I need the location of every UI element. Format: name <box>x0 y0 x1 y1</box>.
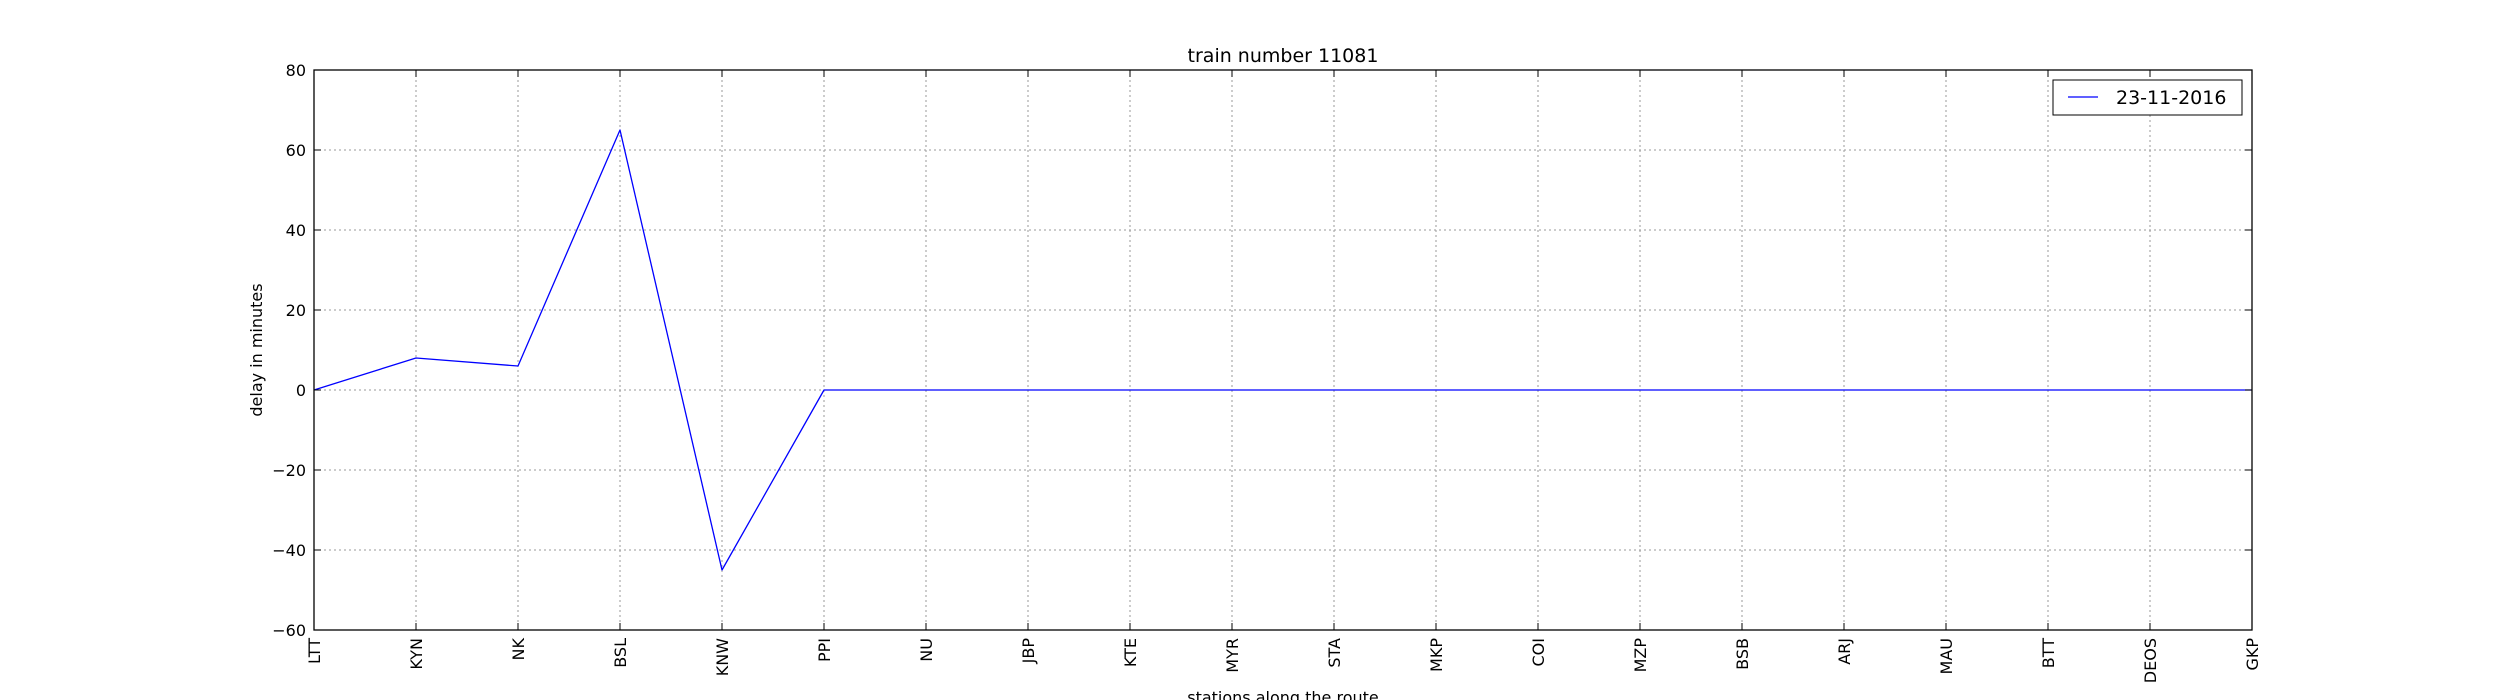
x-tick-label: BSL <box>611 638 630 668</box>
x-tick-label: DEOS <box>2141 638 2160 683</box>
y-tick-label: 40 <box>286 221 306 240</box>
x-tick-label: LTT <box>305 638 324 664</box>
x-tick-label: ARJ <box>1835 638 1854 665</box>
x-tick-label: COI <box>1529 638 1548 666</box>
x-axis-label: stations along the route <box>1187 688 1379 700</box>
x-tick-label: KTE <box>1121 638 1140 667</box>
y-axis-label: delay in minutes <box>247 283 266 416</box>
x-tick-label: MZP <box>1631 638 1650 673</box>
x-tick-label: GKP <box>2243 638 2262 671</box>
y-tick-label: −40 <box>272 541 306 560</box>
x-tick-label: MKP <box>1427 638 1446 672</box>
x-tick-label: STA <box>1325 638 1344 668</box>
y-tick-label: 80 <box>286 61 306 80</box>
series-line <box>313 129 2252 571</box>
x-tick-label: BTT <box>2039 638 2058 668</box>
legend: 23-11-2016 <box>2052 79 2243 116</box>
x-tick-label: KYN <box>407 638 426 670</box>
x-tick-label: BSB <box>1733 638 1752 670</box>
y-axis-ticks: −60 −40 −20 0 20 40 60 80 <box>272 61 2252 640</box>
series-layer <box>313 129 2252 571</box>
x-tick-label: MAU <box>1937 638 1956 674</box>
x-tick-label: NK <box>509 638 528 661</box>
x-tick-label: JBP <box>1019 638 1038 665</box>
y-tick-label: −20 <box>272 461 306 480</box>
plot-frame <box>313 69 2253 631</box>
legend-label: 23-11-2016 <box>2116 87 2226 109</box>
y-tick-label: −60 <box>272 621 306 640</box>
y-tick-label: 60 <box>286 141 306 160</box>
x-axis-ticks: LTT KYN NK BSL KNW PPI NU JBP KTE MYR STA MKP COI MZP… <box>305 70 2262 683</box>
y-tick-label: 0 <box>296 381 306 400</box>
x-tick-label: MYR <box>1223 638 1242 673</box>
y-tick-label: 20 <box>286 301 306 320</box>
grid-lines <box>314 70 2252 630</box>
x-tick-label: KNW <box>713 638 732 676</box>
x-tick-label: PPI <box>815 638 834 662</box>
chart-title: train number 11081 <box>1188 45 1379 67</box>
x-tick-label: NU <box>917 638 936 662</box>
